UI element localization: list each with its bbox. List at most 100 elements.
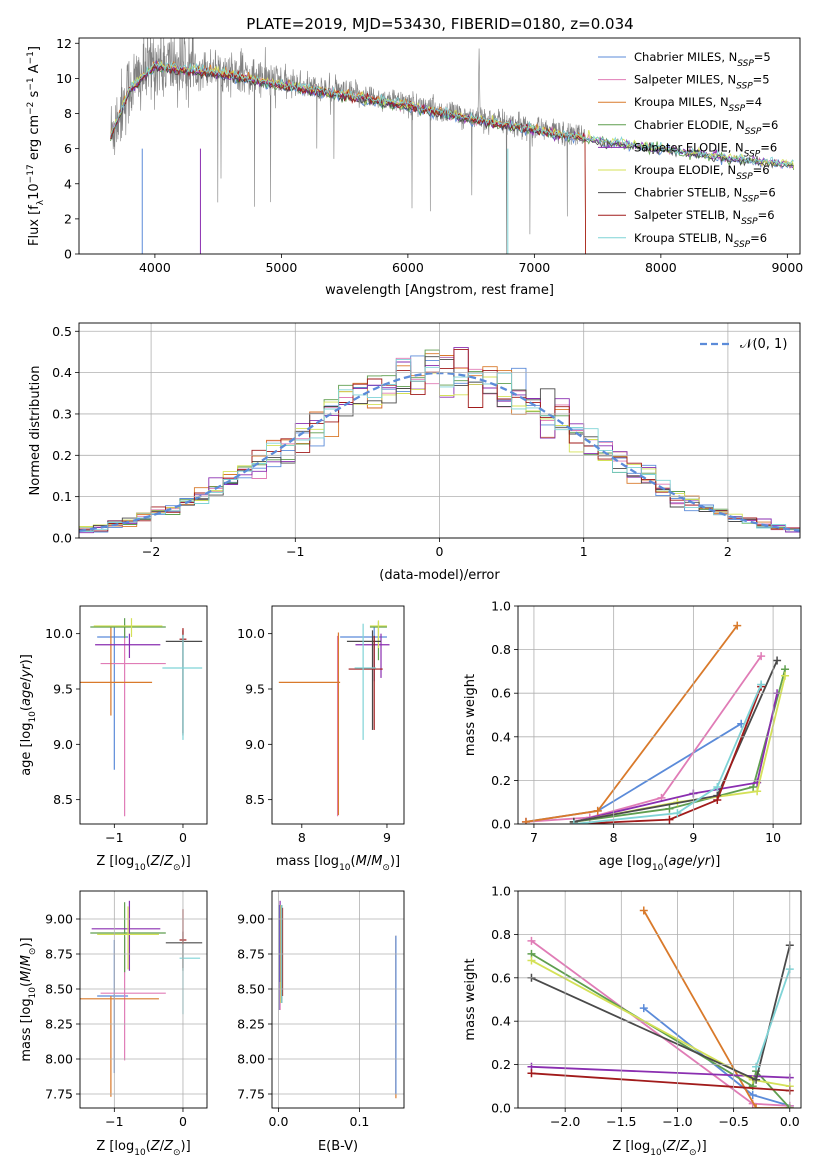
x-tick-label: 0.0 [780,1114,800,1129]
y-tick-label: 10 [56,71,72,86]
axes-frame [79,890,208,1109]
x-tick-label: 6000 [392,260,424,275]
y-tick-label: 0.8 [491,927,511,942]
x-tick-label: −1 [105,830,123,845]
y-tick-label: 12 [56,36,72,51]
x-axis-label-part: M [371,854,382,869]
y-tick-label: 8.00 [237,1052,265,1067]
x-axis-label-part: / [676,1139,681,1154]
x-axis-label-part: age [668,854,692,869]
x-tick-label: 7 [530,830,538,845]
x-tick-label: 1 [580,544,588,559]
legend-entry-part: Salpeter STELIB, N [634,208,741,222]
mass-weight-marker [757,680,766,689]
mass-weight-marker [527,936,536,945]
legend-entry-part: =6 [758,208,775,222]
mass-weight-marker [713,782,722,791]
mass-weight-marker [527,956,536,965]
x-axis-label-part: / [367,854,372,869]
x-axis-label-part: ( [662,1139,667,1154]
x-axis-label-part: ( [146,1139,151,1154]
x-axis-label-part: mass [log [276,854,339,869]
y-tick-label: 0.2 [52,448,72,463]
y-tick-label: 0.1 [52,489,72,504]
legend-entry-part: SSP [744,149,761,159]
y-axis-label: mass weight [463,958,478,1040]
y-tick-label: 0.2 [491,773,511,788]
legend-entry: Kroupa STELIB, NSSP=6 [634,231,767,250]
y-tick-label: 8.25 [45,1017,73,1032]
x-axis-label-part: age [log [599,854,652,869]
x-axis-label-part: / [693,854,698,869]
x-tick-label: −1 [105,1114,123,1129]
y-tick-label: 8.5 [53,792,73,807]
y-tick-label: 4 [64,176,72,191]
mass-weight-line-6 [531,945,791,1082]
panel-age-vs-Z: −1 08.59.09.510.0Z [log10(Z/Z⊙)]age [log1… [19,605,208,873]
y-tick-label: 0.6 [491,686,511,701]
legend-entry-part: SSP [742,195,759,205]
x-axis-label: (data-model)/error [379,568,500,583]
legend-entry-part: SSP [734,240,751,250]
legend-entry-part: =4 [745,95,762,109]
y-tick-label: 8.50 [45,982,73,997]
x-axis-label-part: Z [679,1139,690,1154]
x-axis-label-part: ⊙ [689,1148,697,1158]
y-tick-label: 0.0 [491,1101,511,1116]
plot-area [521,621,790,824]
x-axis-label-part: 10 [652,863,664,873]
observed-spectrum [110,38,586,254]
mass-weight-marker [752,1104,761,1108]
mass-weight-marker [673,809,682,818]
y-axis-label-part: −2 [26,102,36,115]
mass-weight-marker [733,621,742,630]
x-axis-label-part: M [356,854,367,869]
legend-entry-part: SSP [737,59,754,69]
y-axis-label-part: 10 [28,711,38,723]
x-axis-label-part: )] [181,1139,191,1154]
x-axis-label: mass [log10(M/M⊙)] [276,854,400,873]
legend-entry: Chabrier STELIB, NSSP=6 [634,186,776,205]
x-tick-label: 0.1 [350,1114,370,1129]
x-tick-label: 4000 [139,260,171,275]
x-tick-label: 9 [383,830,391,845]
y-tick-label: 2 [64,211,72,226]
x-axis-label-part: Z [150,1139,161,1154]
y-tick-label: 9.5 [53,681,73,696]
x-tick-label: −2 [142,544,160,559]
x-tick-label: 0 [436,544,444,559]
legend-entry-part: SSP [729,104,746,114]
y-axis-label-part: yr [19,663,34,679]
plot-area [110,38,795,254]
mass-weight-marker [665,804,674,813]
y-tick-label: 0.4 [52,365,72,380]
y-tick-label: 7.75 [45,1087,73,1102]
legend-entry-part: SSP [741,217,758,227]
y-axis-label-part: ( [19,982,34,987]
x-axis-label-part: Z [666,1139,677,1154]
x-axis-label-part: 10 [650,1148,662,1158]
x-axis-label-part: yr [696,854,712,869]
mass-weight-marker [665,815,674,824]
mass-weight-marker [569,820,578,824]
x-axis-label-part: ( [663,854,668,869]
legend-entry: Salpeter ELODIE, NSSP=6 [634,140,777,159]
y-axis-label-part: λ [36,199,46,205]
legend-entry-part: SSP [745,127,762,137]
mass-weight-line-5 [531,959,790,1088]
mass-weight-marker [639,906,648,915]
y-axis-label-part: age [log [19,723,34,776]
panel-residuals: −2 −1 0 1 2 0.0 0.1 0.2 0.3 0.4 0.5 (data-model)/er… [28,322,801,583]
x-axis-label-part: E(B-V) [318,1139,358,1154]
x-axis-label-part: ⊙ [173,1148,181,1158]
axes-frame [271,890,405,1109]
x-axis-label-part: )] [697,1139,707,1154]
legend-entry-part: Kroupa STELIB, N [634,231,734,245]
model-spectrum-8 [110,60,794,167]
x-tick-label: 7000 [518,260,550,275]
legend-entry-part: =6 [760,140,777,154]
mass-weight-line-8 [573,684,762,824]
y-tick-label: 10.0 [45,626,73,641]
x-axis-label-part: Z [150,854,161,869]
